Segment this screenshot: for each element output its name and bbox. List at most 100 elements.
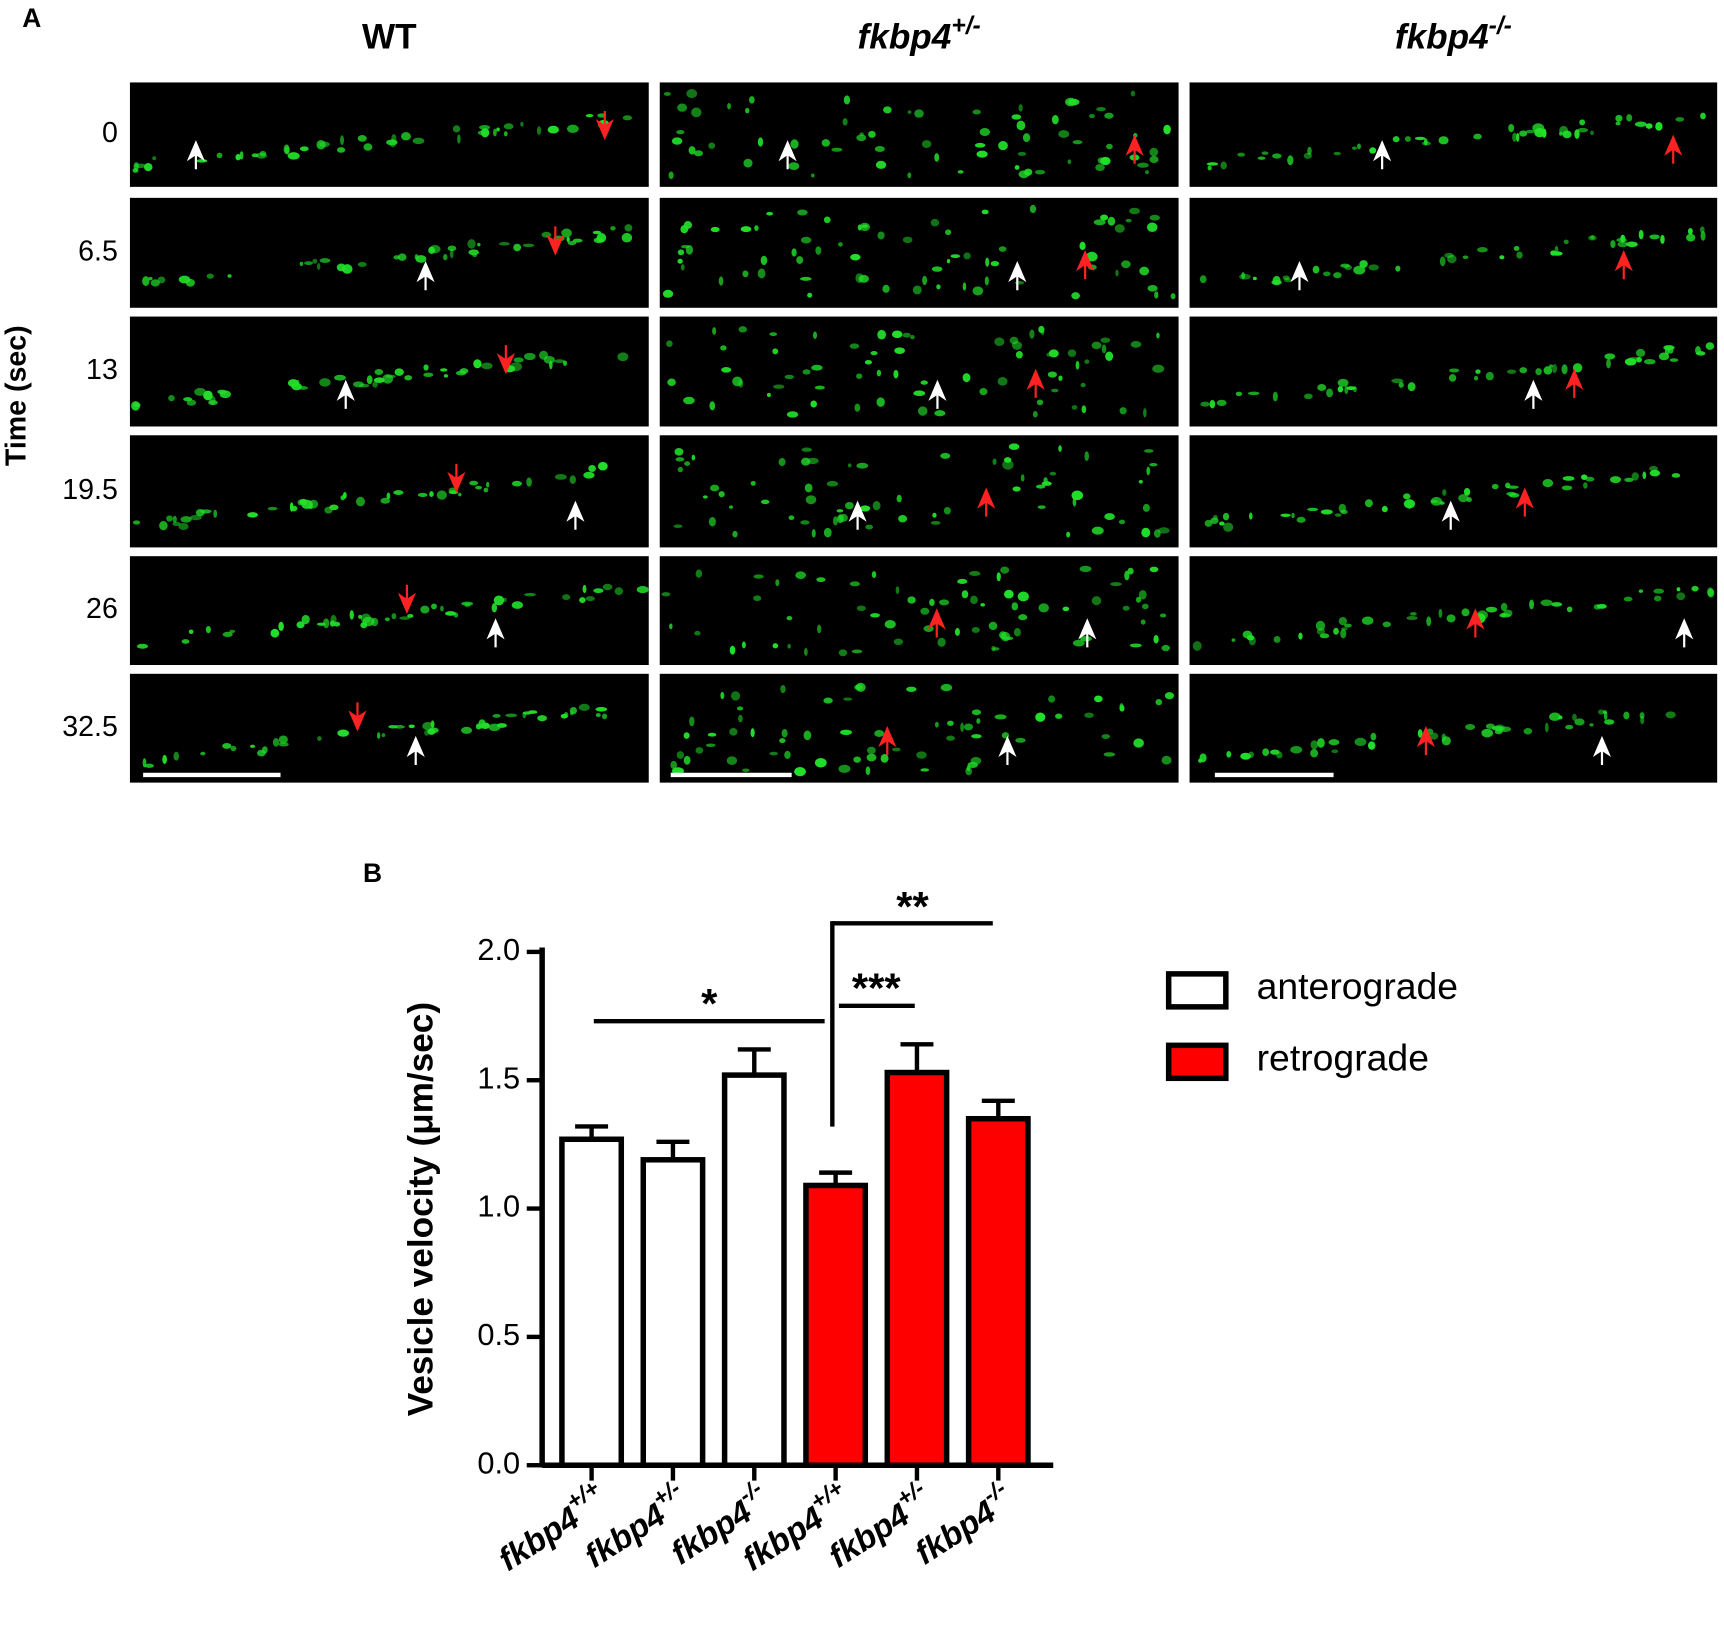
vesicle bbox=[443, 374, 449, 378]
vesicle bbox=[1421, 141, 1431, 146]
vesicle bbox=[939, 599, 950, 606]
vesicle bbox=[694, 630, 701, 636]
arrowhead bbox=[1664, 134, 1683, 164]
vesicle bbox=[877, 329, 886, 340]
vesicle bbox=[1096, 106, 1106, 112]
vesicle bbox=[1115, 269, 1119, 277]
column-title-sup: -/- bbox=[1489, 12, 1512, 39]
vesicle bbox=[1207, 165, 1212, 171]
vesicle bbox=[1106, 143, 1113, 150]
vesicle bbox=[1046, 352, 1051, 357]
arrowhead bbox=[406, 735, 425, 766]
arrowhead bbox=[1675, 618, 1694, 648]
vesicle bbox=[1091, 341, 1102, 350]
vesicle bbox=[962, 373, 971, 383]
vesicle bbox=[1359, 260, 1368, 268]
vesicle bbox=[1153, 529, 1161, 538]
vesicle bbox=[1559, 125, 1569, 136]
vesicle bbox=[1141, 603, 1149, 610]
vesicle bbox=[1105, 351, 1114, 361]
vesicle bbox=[1519, 130, 1528, 137]
vesicle bbox=[1333, 627, 1339, 635]
vesicle bbox=[1298, 632, 1303, 640]
vesicle bbox=[196, 159, 208, 163]
y-tick-label: 0.0 bbox=[477, 1445, 520, 1480]
vesicle bbox=[1013, 628, 1021, 637]
vesicle bbox=[974, 142, 986, 148]
arrowhead bbox=[1125, 134, 1144, 164]
vesicle bbox=[907, 172, 912, 179]
vesicle bbox=[1317, 383, 1327, 391]
vesicle bbox=[278, 742, 289, 747]
vesicle bbox=[1315, 620, 1326, 631]
vesicle bbox=[1029, 204, 1037, 214]
vesicle bbox=[152, 156, 157, 161]
vesicle bbox=[1095, 164, 1105, 171]
vesicle bbox=[1340, 263, 1350, 268]
vesicle bbox=[740, 226, 752, 233]
vesicle bbox=[567, 241, 577, 246]
vesicle bbox=[356, 496, 365, 507]
vesicle bbox=[1499, 255, 1505, 260]
vesicle bbox=[301, 499, 313, 509]
vesicle bbox=[779, 738, 786, 744]
vesicle bbox=[921, 140, 932, 148]
vesicle bbox=[1442, 489, 1447, 496]
vesicle bbox=[997, 376, 1008, 386]
vesicle bbox=[480, 128, 490, 138]
vesicle bbox=[1623, 711, 1630, 720]
vesicles bbox=[673, 443, 1170, 538]
vesicle bbox=[883, 106, 892, 114]
vesicle bbox=[1153, 635, 1159, 644]
vesicle bbox=[856, 605, 866, 612]
vesicle bbox=[957, 578, 968, 585]
vesicle bbox=[1149, 214, 1160, 221]
vesicle bbox=[431, 603, 437, 610]
vesicle bbox=[337, 729, 350, 737]
vesicle bbox=[407, 614, 414, 618]
vesicle bbox=[1676, 587, 1681, 592]
vesicle bbox=[806, 457, 819, 465]
vesicle bbox=[194, 387, 207, 396]
vesicle bbox=[1475, 369, 1481, 374]
vesicle bbox=[1529, 599, 1535, 610]
vesicle bbox=[485, 481, 490, 488]
vesicle bbox=[1620, 234, 1626, 243]
vesicle bbox=[920, 607, 930, 615]
vesicle bbox=[1473, 375, 1479, 381]
vesicle bbox=[1084, 451, 1089, 462]
vesicle bbox=[1585, 476, 1595, 482]
vesicle bbox=[843, 697, 853, 701]
vesicle bbox=[1124, 570, 1130, 581]
vesicle bbox=[449, 248, 454, 259]
vesicle bbox=[787, 643, 791, 649]
vesicle bbox=[301, 614, 310, 625]
vesicle bbox=[668, 171, 674, 180]
vesicle bbox=[1649, 234, 1660, 240]
vesicle bbox=[676, 130, 685, 135]
vesicle bbox=[718, 276, 724, 286]
vesicle bbox=[143, 163, 153, 172]
vesicle bbox=[473, 359, 482, 369]
vesicle bbox=[1516, 251, 1523, 259]
vesicle bbox=[991, 645, 996, 652]
vesicle bbox=[847, 463, 852, 468]
vesicle bbox=[709, 401, 716, 411]
vesicle bbox=[1102, 156, 1108, 164]
vesicle bbox=[680, 225, 689, 234]
vesicle bbox=[812, 331, 818, 339]
vesicle bbox=[1036, 399, 1044, 406]
vesicle bbox=[1426, 616, 1432, 627]
vesicle bbox=[892, 330, 903, 339]
vesicle bbox=[972, 286, 984, 296]
vesicle bbox=[168, 394, 175, 402]
vesicle bbox=[1577, 127, 1589, 133]
vesicle bbox=[492, 713, 501, 718]
panel-label: B bbox=[363, 858, 382, 888]
vesicle bbox=[1192, 641, 1202, 651]
vesicle bbox=[811, 173, 815, 178]
vesicle bbox=[663, 91, 671, 96]
vesicle bbox=[1075, 360, 1080, 370]
column-title-sup: +/- bbox=[951, 12, 980, 39]
vesicle bbox=[1058, 130, 1070, 138]
